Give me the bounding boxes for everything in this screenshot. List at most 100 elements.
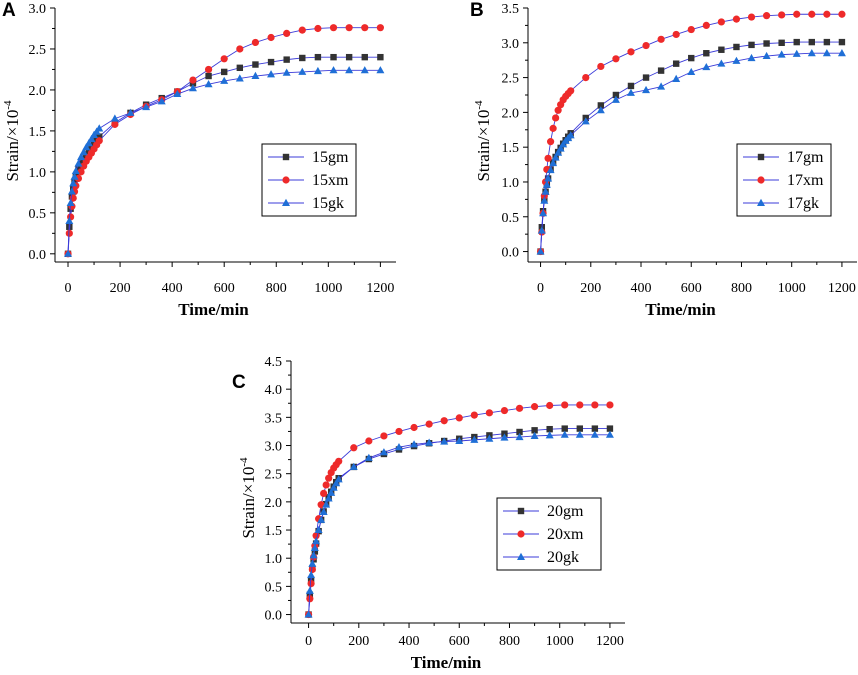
data-point-20xm	[500, 406, 509, 415]
data-point-17xm	[552, 114, 560, 122]
data-point-15xm	[314, 24, 322, 33]
data-point-20gk	[560, 430, 569, 438]
data-point-17xm	[544, 154, 552, 162]
data-point-20xm	[606, 401, 614, 409]
data-point-20gk	[530, 431, 539, 439]
data-point-15xm	[189, 76, 197, 84]
data-point-20gk	[515, 432, 524, 441]
data-point-15gk	[69, 179, 78, 187]
data-point-17xm	[747, 13, 756, 21]
data-point-15gm	[361, 53, 368, 61]
panel-label: B	[470, 0, 484, 21]
data-point-15gm	[345, 53, 353, 61]
data-point-17gm	[823, 38, 831, 46]
y-tick-label: 3.0	[502, 37, 520, 52]
y-axis-title: Strain/×10-4	[238, 457, 258, 539]
x-tick-label: 400	[631, 281, 652, 296]
data-point-20xm	[365, 437, 373, 445]
data-point-20gk	[304, 610, 313, 618]
x-tick-label: 800	[731, 281, 752, 296]
data-point-15xm	[204, 65, 213, 74]
legend-label-15gk: 15gk	[312, 195, 344, 212]
y-axis-title: Strain/×10-4	[473, 100, 493, 182]
y-tick-label: 1.0	[502, 176, 520, 191]
legend-marker-15gm	[282, 153, 290, 161]
x-axis-title: Time/min	[645, 300, 716, 319]
data-point-17xm	[597, 62, 605, 71]
legend-marker-17gm	[757, 153, 765, 161]
data-point-20gk	[440, 437, 449, 445]
y-tick-label: 0.0	[502, 246, 520, 261]
data-point-17xm	[778, 11, 786, 19]
data-point-17xm	[808, 10, 816, 18]
data-point-20xm	[322, 481, 330, 489]
data-point-17gk	[837, 49, 846, 57]
y-tick-label: 4.0	[265, 383, 283, 398]
data-point-17gm	[718, 46, 725, 53]
data-point-20gk	[410, 440, 419, 448]
y-tick-label: 3.0	[29, 2, 47, 17]
data-point-17xm	[687, 25, 695, 34]
data-point-17gk	[542, 180, 551, 188]
data-point-17xm	[567, 87, 575, 95]
data-point-15gm	[299, 54, 306, 62]
legend-marker-15gk	[282, 198, 290, 206]
data-point-17xm	[823, 10, 831, 18]
data-point-20xm	[395, 427, 403, 436]
data-point-20xm	[591, 401, 599, 409]
data-point-15gm	[205, 72, 212, 80]
data-point-15gk	[71, 166, 80, 175]
data-point-15gk	[267, 70, 276, 78]
data-point-17xm	[582, 73, 590, 82]
data-point-20gm	[591, 425, 599, 432]
data-point-20gk	[305, 586, 314, 594]
data-point-15gk	[82, 143, 91, 151]
x-tick-label: 0	[305, 634, 312, 649]
legend: 20gm 20xm 20gk	[496, 497, 602, 571]
data-point-17xm	[732, 15, 741, 23]
data-point-17xm	[702, 21, 710, 29]
y-tick-label: 1.0	[29, 166, 47, 181]
legend-label-17gm: 17gm	[787, 149, 824, 166]
data-point-15xm	[251, 38, 260, 47]
data-point-15xm	[345, 24, 353, 32]
data-point-20gk	[307, 570, 316, 579]
x-tick-label: 800	[266, 281, 287, 296]
x-tick-label: 600	[449, 634, 470, 649]
data-point-15xm	[95, 137, 103, 145]
data-point-17gm	[627, 82, 635, 90]
data-point-17gk	[549, 158, 558, 167]
data-point-20gk	[312, 537, 321, 545]
data-point-20xm	[425, 420, 433, 428]
data-point-20xm	[485, 409, 493, 417]
data-point-20xm	[350, 444, 358, 452]
x-tick-label: 200	[348, 634, 369, 649]
data-point-15gk	[329, 66, 338, 74]
x-tick-label: 600	[214, 281, 235, 296]
y-tick-label: 3.5	[265, 411, 283, 426]
data-point-15gm	[283, 56, 290, 63]
x-tick-label: 400	[399, 634, 420, 649]
data-point-15gk	[313, 66, 322, 75]
x-tick-label: 600	[681, 281, 702, 296]
data-point-20xm	[561, 401, 569, 409]
data-point-20xm	[410, 423, 418, 432]
legend-marker-20xm	[517, 530, 525, 538]
legend-label-15gm: 15gm	[312, 149, 349, 166]
data-point-17gk	[717, 59, 726, 67]
data-point-17gk	[546, 165, 555, 174]
data-point-17gk	[536, 247, 545, 255]
data-point-17xm	[672, 30, 680, 39]
legend-marker-15xm	[282, 176, 290, 184]
data-point-15gm	[96, 133, 103, 140]
data-point-17gk	[687, 67, 696, 76]
data-point-20gk	[324, 494, 333, 502]
data-point-17xm	[612, 55, 620, 63]
data-point-20gm	[516, 428, 523, 436]
data-point-17xm	[627, 48, 635, 56]
data-point-15gk	[204, 80, 213, 88]
data-point-20gm	[561, 425, 568, 432]
data-point-20xm	[440, 417, 448, 425]
legend-label-20gk: 20gk	[547, 549, 579, 566]
data-point-17xm	[793, 10, 801, 18]
